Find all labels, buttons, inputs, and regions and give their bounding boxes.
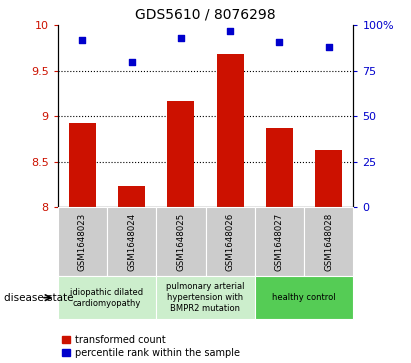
- Bar: [217, 54, 244, 207]
- Text: GSM1648025: GSM1648025: [176, 212, 185, 270]
- Point: [178, 35, 184, 41]
- Text: healthy control: healthy control: [272, 293, 336, 302]
- Legend: transformed count, percentile rank within the sample: transformed count, percentile rank withi…: [62, 335, 240, 358]
- Text: GSM1648028: GSM1648028: [324, 212, 333, 270]
- Bar: [58, 207, 107, 276]
- Bar: [58, 276, 156, 319]
- Bar: [315, 150, 342, 207]
- Point: [79, 37, 85, 43]
- Point: [227, 28, 233, 34]
- Text: GSM1648027: GSM1648027: [275, 212, 284, 270]
- Bar: [69, 123, 96, 207]
- Title: GDS5610 / 8076298: GDS5610 / 8076298: [135, 8, 276, 21]
- Bar: [255, 276, 353, 319]
- Text: GSM1648024: GSM1648024: [127, 212, 136, 270]
- Point: [276, 39, 283, 45]
- Bar: [118, 186, 145, 207]
- Bar: [266, 128, 293, 207]
- Text: disease state: disease state: [4, 293, 74, 303]
- Bar: [107, 207, 156, 276]
- Bar: [206, 207, 255, 276]
- Bar: [156, 276, 255, 319]
- Bar: [167, 101, 194, 207]
- Bar: [255, 207, 304, 276]
- Text: GSM1648023: GSM1648023: [78, 212, 87, 270]
- Bar: [156, 207, 206, 276]
- Text: pulmonary arterial
hypertension with
BMPR2 mutation: pulmonary arterial hypertension with BMP…: [166, 282, 245, 313]
- Text: GSM1648026: GSM1648026: [226, 212, 235, 270]
- Point: [128, 59, 135, 65]
- Point: [326, 44, 332, 50]
- Text: idiopathic dilated
cardiomyopathy: idiopathic dilated cardiomyopathy: [70, 287, 143, 308]
- Bar: [304, 207, 353, 276]
